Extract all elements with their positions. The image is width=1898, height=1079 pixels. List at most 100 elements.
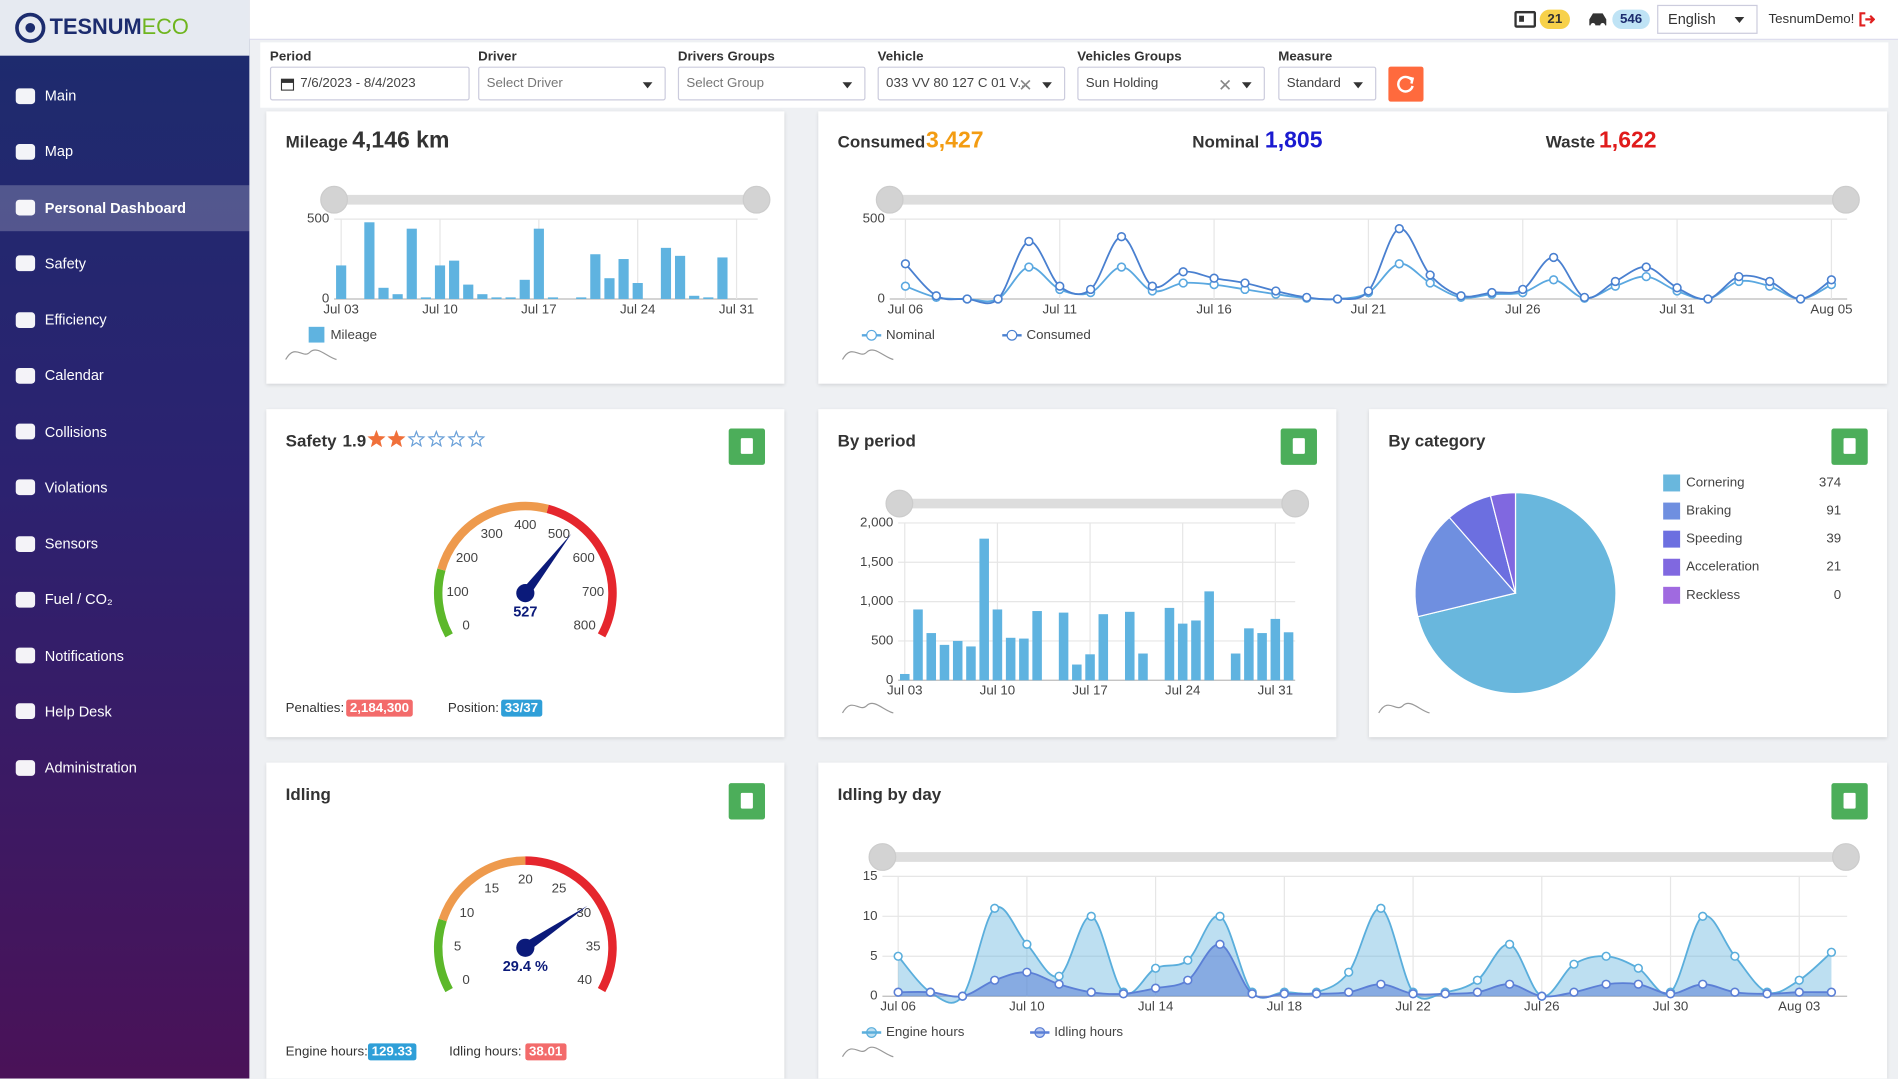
user-name: TesnumDemo! [1768,12,1855,27]
calendar-icon [280,78,295,91]
idling-by-day-panel [818,762,1888,1079]
idling-hours-badge: 38.01 [525,1043,566,1061]
clear-button[interactable]: ✕ [1218,75,1233,95]
vehicle-select[interactable]: 033 VV 80 127 C 01 V... ✕ [877,66,1066,101]
nav-icon [15,423,36,440]
nav-label: Map [44,143,74,161]
refresh-button[interactable] [1388,66,1424,102]
nav-icon [15,703,36,720]
excel-export[interactable] [1831,783,1868,820]
by-period-panel [818,409,1337,738]
nav-label: Personal Dashboard [44,199,187,217]
nav-item[interactable]: Help Desk [0,688,249,734]
filter-value: 7/6/2023 - 8/4/2023 [300,76,416,91]
nav-label: Violations [44,479,108,496]
filter-label: Measure [1278,49,1333,65]
nav-item[interactable]: Collisions [0,409,249,455]
language: English [1668,10,1716,28]
user-menu[interactable]: TesnumDemo! [1768,12,1854,27]
sidebar: TESNUMECO Main Map Personal Dashboard Safet… [0,0,250,1079]
widget-title: Safety [285,430,337,451]
badge-cards[interactable]: 21 [1539,9,1570,30]
stat-label: Nominal [1192,131,1260,152]
excel-export[interactable] [728,428,766,465]
nav-item[interactable]: Calendar [0,353,249,399]
idling-panel [266,762,785,1079]
logo-accent: ECO [141,14,189,39]
filter-value: Select Driver [486,76,563,91]
clear-button[interactable]: ✕ [1018,75,1033,95]
nav-label: Notifications [44,646,124,664]
safety-rating: 1.9 [342,430,367,451]
top-bar: 21 546 English TesnumDemo! [249,0,1898,40]
nav-item[interactable]: Main [0,73,249,119]
nav-item[interactable]: Violations [0,465,249,511]
excel-export[interactable] [1280,428,1317,465]
idling-hours-label: Idling hours: [449,1044,522,1060]
mileage-total: 4,146 km [352,128,450,154]
badge-vehicles[interactable]: 546 [1612,9,1650,30]
nav-icon [15,255,36,272]
filter-value: Standard [1286,76,1341,91]
logo[interactable]: TESNUMECO [0,0,250,56]
waste-value: 1,622 [1599,128,1657,154]
nav-icon [15,367,36,384]
widget-title: By category [1388,430,1486,451]
nav-icon [15,535,36,552]
widget-title: By period [837,430,916,451]
logout-icon[interactable] [1858,11,1876,28]
widget-title: Mileage [285,131,348,152]
nav-item[interactable]: Personal Dashboard [0,184,250,231]
nav-item[interactable]: Safety [0,241,249,287]
engine-hours-badge: 129.33 [367,1043,416,1061]
filter-value: 033 VV 80 127 C 01 V... [886,76,1029,91]
nav-icon [15,759,36,776]
nav-label: Help Desk [44,702,112,720]
nav-label: Collisions [44,423,107,441]
excel-export[interactable] [728,783,766,820]
language-select[interactable]: English [1657,4,1758,34]
measure-select[interactable]: Standard [1278,66,1377,101]
nav-item[interactable]: Administration [0,744,249,790]
widget-title: Idling [285,784,331,804]
filter-label: Driver [478,49,517,65]
nav-label: Calendar [44,367,104,385]
stat-label: Consumed [837,131,926,152]
nav-label: Fuel / CO₂ [44,591,113,608]
filter-label: Vehicle [877,49,924,65]
widget-title: Idling by day [837,784,942,804]
nav-icon [15,647,36,664]
excel-export[interactable] [1831,428,1868,465]
filter-value: Sun Holding [1085,76,1159,91]
filter-label: Vehicles Groups [1077,49,1182,65]
driver-select[interactable]: Select Driver [478,66,666,101]
nav-icon [15,143,36,160]
nav-icon [15,199,36,216]
filter-value: Select Group [686,76,765,91]
nav-item[interactable]: Map [0,129,249,175]
engine-hours-label: Engine hours: [285,1044,368,1060]
filter-label: Period [269,49,312,65]
date-range-input[interactable]: 7/6/2023 - 8/4/2023 [269,66,470,101]
card-icon [1514,10,1537,28]
position-badge: 33/37 [501,699,542,717]
nav-item[interactable]: Notifications [0,632,249,678]
position-label: Position: [447,700,499,716]
nav-icon [15,479,36,496]
nav-item[interactable]: Efficiency [0,297,249,343]
nav-label: Efficiency [44,311,107,329]
consumed-value: 3,427 [926,128,984,154]
drivers-group-select[interactable]: Select Group [677,66,866,101]
penalties-badge: 2,184,300 [346,699,413,717]
stat-label: Waste [1545,131,1596,152]
vehicles-group-select[interactable]: Sun Holding ✕ [1077,66,1265,101]
nav-item[interactable]: Fuel / CO₂ [0,576,249,622]
filter-label: Drivers Groups [677,49,775,65]
nav-label: Safety [44,255,86,273]
nav-label: Administration [44,758,137,776]
nav-item[interactable]: Sensors [0,520,249,566]
mileage-panel [266,111,785,384]
nav-label: Main [44,87,77,105]
nav-icon [15,87,36,104]
